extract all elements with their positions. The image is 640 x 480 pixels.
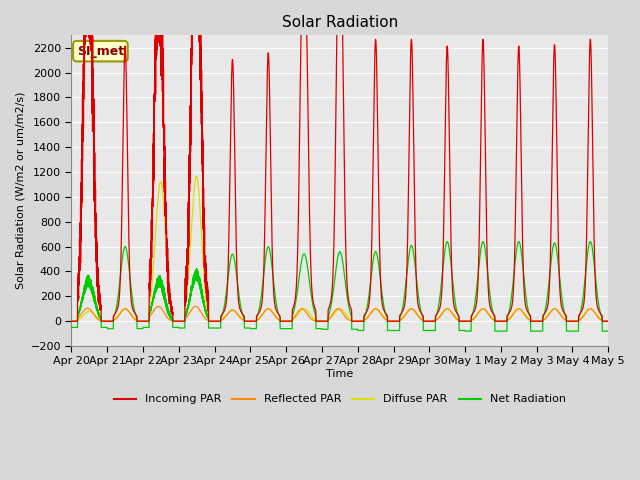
Y-axis label: Solar Radiation (W/m2 or um/m2/s): Solar Radiation (W/m2 or um/m2/s): [15, 92, 25, 289]
Title: Solar Radiation: Solar Radiation: [282, 15, 398, 30]
X-axis label: Time: Time: [326, 369, 353, 379]
Legend: Incoming PAR, Reflected PAR, Diffuse PAR, Net Radiation: Incoming PAR, Reflected PAR, Diffuse PAR…: [109, 390, 570, 409]
Text: SI_met: SI_met: [77, 45, 124, 58]
